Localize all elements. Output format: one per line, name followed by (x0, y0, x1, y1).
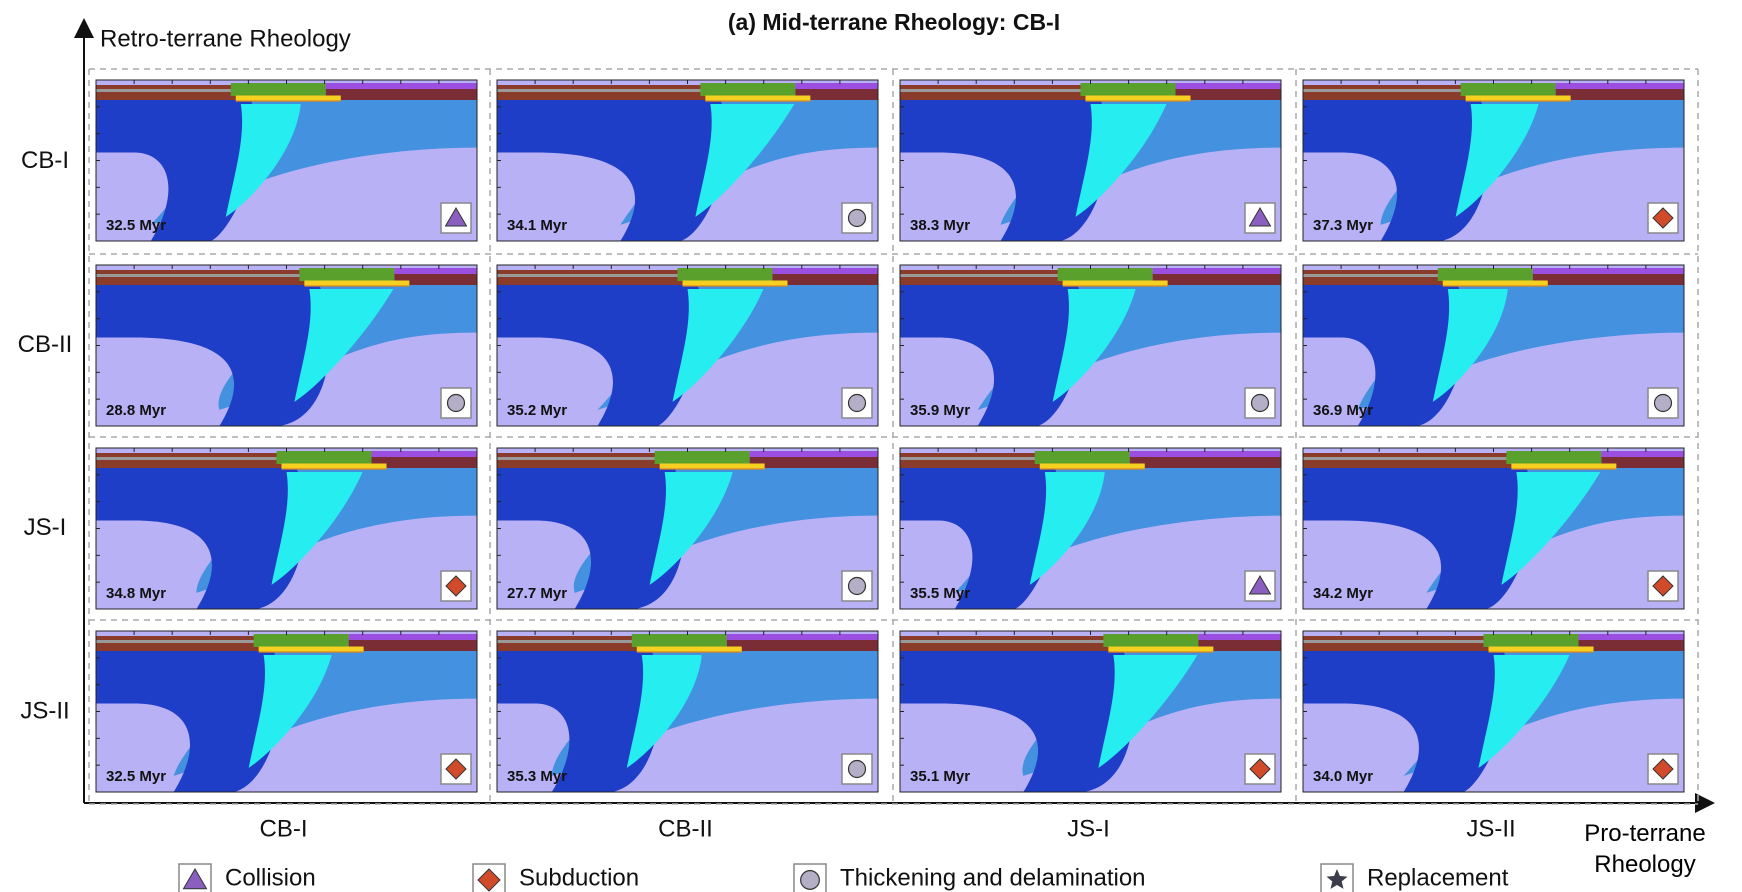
terrane-crust (1484, 634, 1579, 647)
panel-time: 36.9 Myr (1313, 402, 1373, 419)
retro-crust (1303, 636, 1504, 651)
panel-time: 35.3 Myr (507, 768, 567, 785)
panel-time: 28.8 Myr (106, 402, 166, 419)
figure-title: (a) Mid-terrane Rheology: CB-I (728, 9, 1060, 35)
pro-sediment (1533, 268, 1742, 274)
terrane-crust (700, 83, 795, 96)
retro-crust-stripe (1303, 640, 1494, 643)
symbol-circle (849, 395, 866, 412)
terrane-crust (1461, 83, 1556, 96)
retro-crust (1303, 453, 1526, 468)
terrane-crust (1081, 83, 1176, 96)
symbol-circle (1655, 395, 1672, 412)
row-label: CB-II (18, 331, 73, 358)
retro-crust-stripe (900, 274, 1068, 277)
retro-crust-stripe (497, 274, 688, 277)
panel-time: 35.9 Myr (910, 402, 970, 419)
legend-label: Replacement (1367, 864, 1509, 891)
retro-crust-stripe (1303, 457, 1516, 460)
panel-time: 35.5 Myr (910, 585, 970, 602)
retro-crust (900, 85, 1101, 100)
terrane-crust (655, 451, 750, 464)
column-label: CB-II (658, 815, 713, 842)
retro-crust-stripe (1303, 274, 1448, 277)
retro-crust-stripe (96, 640, 264, 643)
panel-time: 34.0 Myr (1313, 768, 1373, 785)
panel-time: 35.2 Myr (507, 402, 567, 419)
panel-time: 34.8 Myr (106, 585, 166, 602)
retro-crust-stripe (497, 457, 665, 460)
retro-crust (497, 453, 675, 468)
pro-sediment (1601, 451, 1742, 457)
retro-crust (96, 636, 274, 651)
symbol-circle (849, 761, 866, 778)
column-label: CB-I (260, 815, 308, 842)
retro-crust (96, 453, 297, 468)
legend-label: Thickening and delamination (840, 864, 1146, 891)
retro-crust (497, 85, 720, 100)
retro-crust (1303, 85, 1481, 100)
retro-crust (900, 453, 1055, 468)
retro-crust (497, 636, 652, 651)
x-axis-label-box: Pro-terrane Rheology (1580, 818, 1740, 888)
retro-crust (96, 85, 251, 100)
symbol-circle (849, 578, 866, 595)
legend-label: Subduction (519, 864, 639, 891)
retro-crust-stripe (497, 640, 642, 643)
retro-crust-stripe (96, 89, 241, 92)
terrane-crust (632, 634, 727, 647)
panel-grid (89, 69, 1742, 804)
symbol-circle (448, 395, 465, 412)
retro-crust-stripe (1303, 89, 1471, 92)
retro-crust-stripe (900, 457, 1045, 460)
column-label: JS-I (1067, 815, 1110, 842)
terrane-crust (1506, 451, 1601, 464)
terrane-crust (1058, 268, 1153, 281)
terrane-crust (299, 268, 394, 281)
symbol-circle (801, 871, 820, 890)
retro-crust-stripe (96, 274, 309, 277)
retro-crust (96, 270, 319, 285)
panel-time: 35.1 Myr (910, 768, 970, 785)
terrane-crust (1438, 268, 1533, 281)
terrane-crust (1035, 451, 1130, 464)
symbol-circle (1252, 395, 1269, 412)
row-label: JS-I (24, 514, 67, 541)
retro-crust-stripe (900, 640, 1113, 643)
terrane-crust (231, 83, 326, 96)
panel-time: 37.3 Myr (1313, 217, 1373, 234)
terrane-crust (277, 451, 372, 464)
retro-crust (900, 636, 1123, 651)
x-axis-label: Pro-terrane Rheology (1580, 818, 1710, 880)
symbol-circle (849, 210, 866, 227)
terrane-crust (254, 634, 349, 647)
legend-label: Collision (225, 864, 316, 891)
panel-time: 34.1 Myr (507, 217, 567, 234)
retro-crust (900, 270, 1078, 285)
panel-time: 32.5 Myr (106, 217, 166, 234)
retro-crust (497, 270, 698, 285)
panel-time: 34.2 Myr (1313, 585, 1373, 602)
retro-crust-stripe (96, 457, 287, 460)
pro-sediment (1556, 83, 1742, 89)
figure: (a) Mid-terrane Rheology: CB-I Retro-ter… (0, 0, 1742, 892)
terrane-crust (1103, 634, 1198, 647)
retro-crust-stripe (900, 89, 1091, 92)
pro-sediment (1579, 634, 1742, 640)
panel-time: 38.3 Myr (910, 217, 970, 234)
retro-crust (1303, 270, 1458, 285)
retro-crust-stripe (497, 89, 710, 92)
column-label: JS-II (1466, 815, 1515, 842)
row-label: JS-II (20, 697, 69, 724)
terrane-crust (678, 268, 773, 281)
panel-time: 27.7 Myr (507, 585, 567, 602)
panel-time: 32.5 Myr (106, 768, 166, 785)
row-label: CB-I (21, 147, 69, 174)
y-axis-label: Retro-terrane Rheology (100, 25, 351, 52)
